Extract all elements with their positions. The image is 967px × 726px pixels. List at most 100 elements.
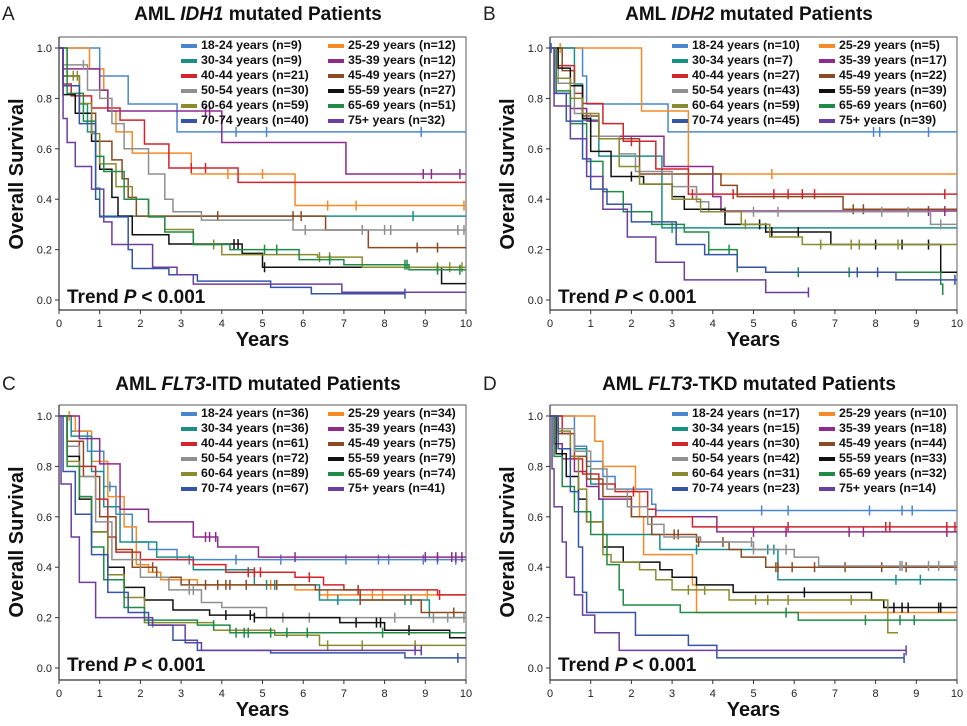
legend-label: 18-24 years (n=9) — [201, 38, 302, 52]
x-tick-label: 4 — [219, 688, 225, 700]
x-axis-label: Years — [727, 329, 780, 351]
y-axis-label: Overall Survival — [6, 98, 28, 249]
legend-label: 70-74 years (n=67) — [201, 481, 309, 495]
y-tick-label: 0.8 — [528, 93, 543, 105]
x-tick-label: 6 — [300, 318, 306, 330]
panel-letter: C — [2, 374, 16, 395]
x-tick-label: 4 — [710, 318, 716, 330]
title-prefix: AML — [602, 374, 648, 395]
legend-swatch — [328, 472, 344, 476]
legend-swatch — [328, 59, 344, 63]
trend-value: < 0.001 — [141, 655, 205, 676]
legend-label: 75+ years (n=39) — [839, 113, 936, 127]
legend-swatch — [181, 472, 197, 476]
survival-curve-70-74 — [550, 47, 957, 281]
legend-label: 25-29 years (n=5) — [839, 38, 940, 52]
x-axis-label: Years — [236, 329, 289, 351]
x-tick-label: 10 — [460, 318, 472, 330]
legend: 18-24 years (n=17) 25-29 years (n=10) 30-3… — [672, 406, 947, 495]
x-tick-label: 1 — [588, 688, 594, 700]
legend-item: 50-54 years (n=72) — [181, 451, 309, 465]
y-tick-label: 0.8 — [37, 93, 52, 105]
legend-swatch — [181, 427, 197, 431]
trend-annotation: Trend P < 0.001 — [558, 655, 697, 676]
legend-label: 55-59 years (n=39) — [839, 83, 947, 97]
title-gene: FLT3 — [161, 374, 205, 395]
legend-swatch — [181, 89, 197, 93]
x-tick-label: 5 — [259, 688, 265, 700]
survival-curves — [59, 47, 466, 299]
y-tick-label: 0.4 — [37, 562, 52, 574]
legend-label: 35-39 years (n=43) — [348, 421, 456, 435]
legend-label: 50-54 years (n=43) — [692, 83, 800, 97]
legend-item: 45-49 years (n=22) — [819, 68, 947, 82]
legend-swatch — [672, 442, 688, 446]
trend-label: Trend — [67, 287, 119, 308]
legend-item: 18-24 years (n=10) — [672, 38, 800, 52]
trend-label: Trend — [67, 655, 119, 676]
legend: 18-24 years (n=9) 25-29 years (n=12) 30-34… — [181, 38, 456, 127]
legend-item: 65-69 years (n=60) — [819, 98, 947, 112]
x-tick-label: 0 — [547, 318, 553, 330]
legend-item: 40-44 years (n=30) — [672, 436, 800, 450]
legend-swatch — [819, 487, 835, 491]
y-tick-label: 0.4 — [528, 194, 543, 206]
title-gene: IDH2 — [671, 4, 715, 25]
trend-label: Trend — [558, 287, 610, 308]
trend-p: P — [615, 655, 628, 676]
trend-value: < 0.001 — [632, 287, 696, 308]
legend-swatch — [672, 427, 688, 431]
legend-item: 70-74 years (n=40) — [181, 113, 309, 127]
legend-label: 55-59 years (n=27) — [348, 83, 456, 97]
x-tick-label: 2 — [137, 688, 143, 700]
survival-curve-50-54 — [59, 415, 466, 619]
legend-label: 40-44 years (n=27) — [692, 68, 800, 82]
y-tick-label: 1.0 — [37, 43, 52, 55]
y-tick-label: 0.8 — [528, 461, 543, 473]
x-tick-label: 3 — [178, 318, 184, 330]
title-prefix: AML — [625, 4, 671, 25]
x-tick-label: 9 — [422, 688, 428, 700]
y-tick-label: 0.0 — [528, 295, 543, 307]
legend-item: 30-34 years (n=9) — [181, 53, 302, 67]
survival-curves — [550, 415, 957, 663]
survival-curve-55-59 — [59, 47, 466, 285]
panel-title: AML FLT3-TKD mutated Patients — [602, 374, 896, 395]
legend-label: 75+ years (n=14) — [839, 481, 936, 495]
legend: 18-24 years (n=10) 25-29 years (n=5) 30-34… — [672, 38, 947, 127]
y-tick-label: 0.2 — [528, 245, 543, 257]
legend-swatch — [181, 104, 197, 108]
survival-curve-30-34 — [59, 415, 466, 619]
legend-label: 65-69 years (n=74) — [348, 466, 456, 480]
legend-item: 75+ years (n=14) — [819, 481, 936, 495]
legend-item: 55-59 years (n=27) — [328, 83, 456, 97]
legend-label: 75+ years (n=32) — [348, 113, 445, 127]
x-tick-label: 9 — [422, 318, 428, 330]
panel-title: AML IDH1 mutated Patients — [134, 4, 382, 25]
plot-frame — [550, 404, 958, 680]
trend-value: < 0.001 — [141, 287, 205, 308]
survival-curve-45-49 — [59, 415, 466, 614]
survival-curve-25-29 — [550, 47, 957, 175]
x-tick-label: 7 — [832, 688, 838, 700]
survival-curve-18-24 — [59, 47, 466, 133]
legend-swatch — [819, 104, 835, 108]
legend-swatch — [181, 487, 197, 491]
x-tick-label: 6 — [791, 688, 797, 700]
legend-label: 25-29 years (n=12) — [348, 38, 456, 52]
x-tick-label: 8 — [382, 318, 388, 330]
legend-item: 60-64 years (n=59) — [181, 98, 309, 112]
legend-swatch — [672, 74, 688, 78]
legend: 18-24 years (n=36) 25-29 years (n=34) 30-3… — [181, 406, 456, 495]
x-tick-label: 10 — [951, 688, 963, 700]
x-tick-label: 1 — [97, 688, 103, 700]
x-tick-label: 2 — [628, 318, 634, 330]
y-tick-label: 0.8 — [37, 461, 52, 473]
legend-label: 40-44 years (n=30) — [692, 436, 800, 450]
legend-item: 65-69 years (n=74) — [328, 466, 456, 480]
legend-item: 30-34 years (n=36) — [181, 421, 309, 435]
title-prefix: AML — [115, 374, 161, 395]
survival-curve-35-39 — [59, 415, 466, 558]
legend-item: 30-34 years (n=15) — [672, 421, 800, 435]
